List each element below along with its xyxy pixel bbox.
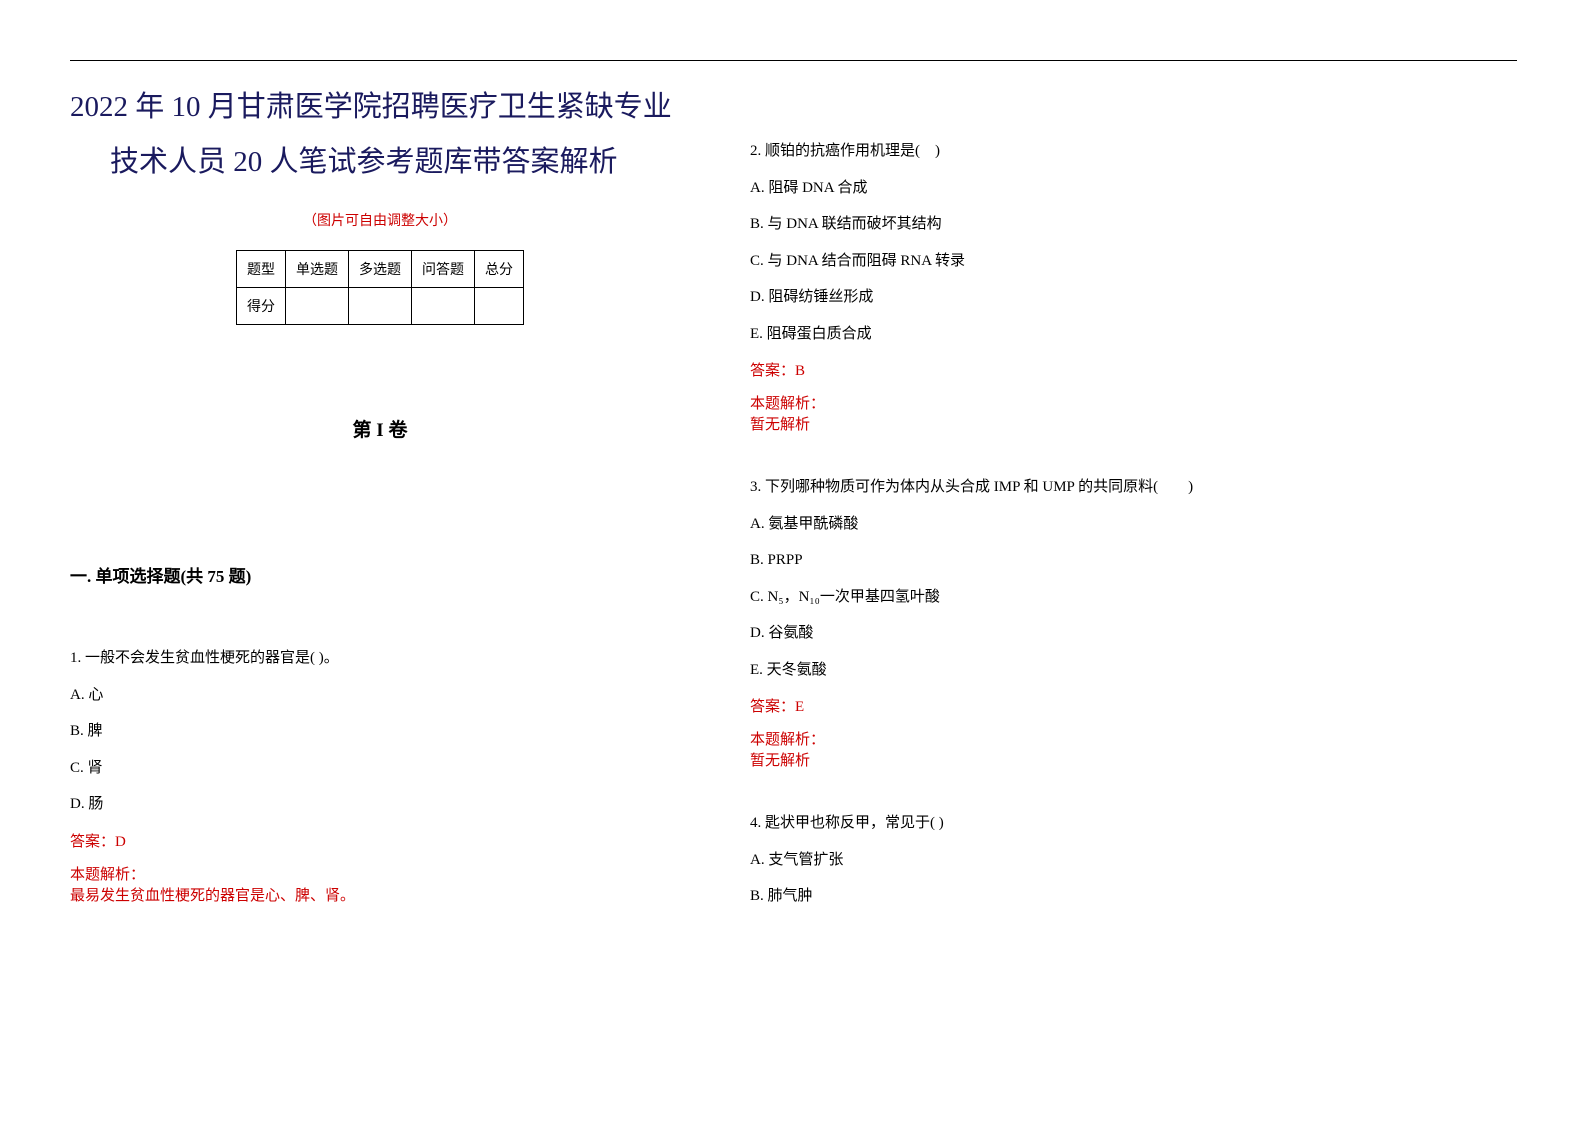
left-column: 2022 年 10 月甘肃医学院招聘医疗卫生紧缺专业 技术人员 20 人笔试参考…	[70, 80, 690, 948]
question-block-2: 2. 顺铂的抗癌作用机理是( ) A. 阻碍 DNA 合成 B. 与 DNA 联…	[750, 140, 1517, 436]
image-resize-note: （图片可自由调整大小）	[70, 210, 690, 230]
explain-label: 本题解析：	[750, 730, 1517, 751]
q-text: 顺铂的抗癌作用机理是( )	[765, 143, 940, 159]
cell-total	[475, 288, 524, 325]
answer-value: B	[795, 363, 805, 379]
option-b: B. 肺气肿	[750, 885, 1517, 908]
cell-qa	[412, 288, 475, 325]
th-total: 总分	[475, 251, 524, 288]
option-e: E. 阻碍蛋白质合成	[750, 323, 1517, 346]
question-block-4: 4. 匙状甲也称反甲，常见于( ) A. 支气管扩张 B. 肺气肿	[750, 812, 1517, 908]
title-line-1: 2022 年 10 月甘肃医学院招聘医疗卫生紧缺专业	[70, 80, 690, 135]
option-e: E. 天冬氨酸	[750, 659, 1517, 682]
th-single: 单选题	[286, 251, 349, 288]
section-title: 一. 单项选择题(共 75 题)	[70, 562, 690, 587]
table-header-row: 题型 单选题 多选题 问答题 总分	[237, 251, 524, 288]
right-column: 2. 顺铂的抗癌作用机理是( ) A. 阻碍 DNA 合成 B. 与 DNA 联…	[750, 80, 1517, 948]
q-num: 3.	[750, 479, 761, 495]
q-num: 2.	[750, 143, 761, 159]
score-table: 题型 单选题 多选题 问答题 总分 得分	[236, 250, 524, 325]
option-b: B. 与 DNA 联结而破坏其结构	[750, 213, 1517, 236]
volume-title: 第 I 卷	[70, 415, 690, 442]
question-stem: 1. 一般不会发生贫血性梗死的器官是( )。	[70, 647, 690, 670]
explain-text: 暂无解析	[750, 415, 1517, 436]
question-stem: 2. 顺铂的抗癌作用机理是( )	[750, 140, 1517, 163]
answer-prefix: 答案：	[750, 699, 795, 715]
cell-single	[286, 288, 349, 325]
explain-label: 本题解析：	[70, 865, 690, 886]
option-c: C. N₅，N₁₀一次甲基四氢叶酸	[750, 586, 1517, 609]
answer-prefix: 答案：	[750, 363, 795, 379]
document-title: 2022 年 10 月甘肃医学院招聘医疗卫生紧缺专业 技术人员 20 人笔试参考…	[70, 80, 690, 190]
q-num: 4.	[750, 815, 761, 831]
option-d: D. 阻碍纺锤丝形成	[750, 286, 1517, 309]
cell-multi	[349, 288, 412, 325]
q-text: 下列哪种物质可作为体内从头合成 IMP 和 UMP 的共同原料( )	[765, 479, 1193, 495]
q-text: 一般不会发生贫血性梗死的器官是( )。	[85, 650, 339, 666]
th-multi: 多选题	[349, 251, 412, 288]
explain-label: 本题解析：	[750, 394, 1517, 415]
option-a: A. 心	[70, 684, 690, 707]
table-score-row: 得分	[237, 288, 524, 325]
answer-value: E	[795, 699, 804, 715]
answer-prefix: 答案：	[70, 834, 115, 850]
option-c: C. 与 DNA 结合而阻碍 RNA 转录	[750, 250, 1517, 273]
question-stem: 4. 匙状甲也称反甲，常见于( )	[750, 812, 1517, 835]
answer-line: 答案：E	[750, 695, 1517, 716]
option-d: D. 肠	[70, 793, 690, 816]
th-qa: 问答题	[412, 251, 475, 288]
q-num: 1.	[70, 650, 81, 666]
option-a: A. 支气管扩张	[750, 849, 1517, 872]
content-container: 2022 年 10 月甘肃医学院招聘医疗卫生紧缺专业 技术人员 20 人笔试参考…	[0, 0, 1587, 988]
option-d: D. 谷氨酸	[750, 622, 1517, 645]
q-text: 匙状甲也称反甲，常见于( )	[765, 815, 944, 831]
option-a: A. 阻碍 DNA 合成	[750, 177, 1517, 200]
question-block-1: 1. 一般不会发生贫血性梗死的器官是( )。 A. 心 B. 脾 C. 肾 D.…	[70, 647, 690, 907]
option-c: C. 肾	[70, 757, 690, 780]
answer-value: D	[115, 834, 126, 850]
option-b: B. 脾	[70, 720, 690, 743]
row-label: 得分	[237, 288, 286, 325]
title-line-2: 技术人员 20 人笔试参考题库带答案解析	[70, 135, 690, 190]
answer-line: 答案：D	[70, 830, 690, 851]
option-a: A. 氨基甲酰磷酸	[750, 513, 1517, 536]
th-type: 题型	[237, 251, 286, 288]
answer-line: 答案：B	[750, 359, 1517, 380]
top-rule	[70, 60, 1517, 61]
explain-text: 暂无解析	[750, 751, 1517, 772]
option-b: B. PRPP	[750, 549, 1517, 572]
question-block-3: 3. 下列哪种物质可作为体内从头合成 IMP 和 UMP 的共同原料( ) A.…	[750, 476, 1517, 772]
explain-text: 最易发生贫血性梗死的器官是心、脾、肾。	[70, 886, 690, 907]
question-stem: 3. 下列哪种物质可作为体内从头合成 IMP 和 UMP 的共同原料( )	[750, 476, 1517, 499]
